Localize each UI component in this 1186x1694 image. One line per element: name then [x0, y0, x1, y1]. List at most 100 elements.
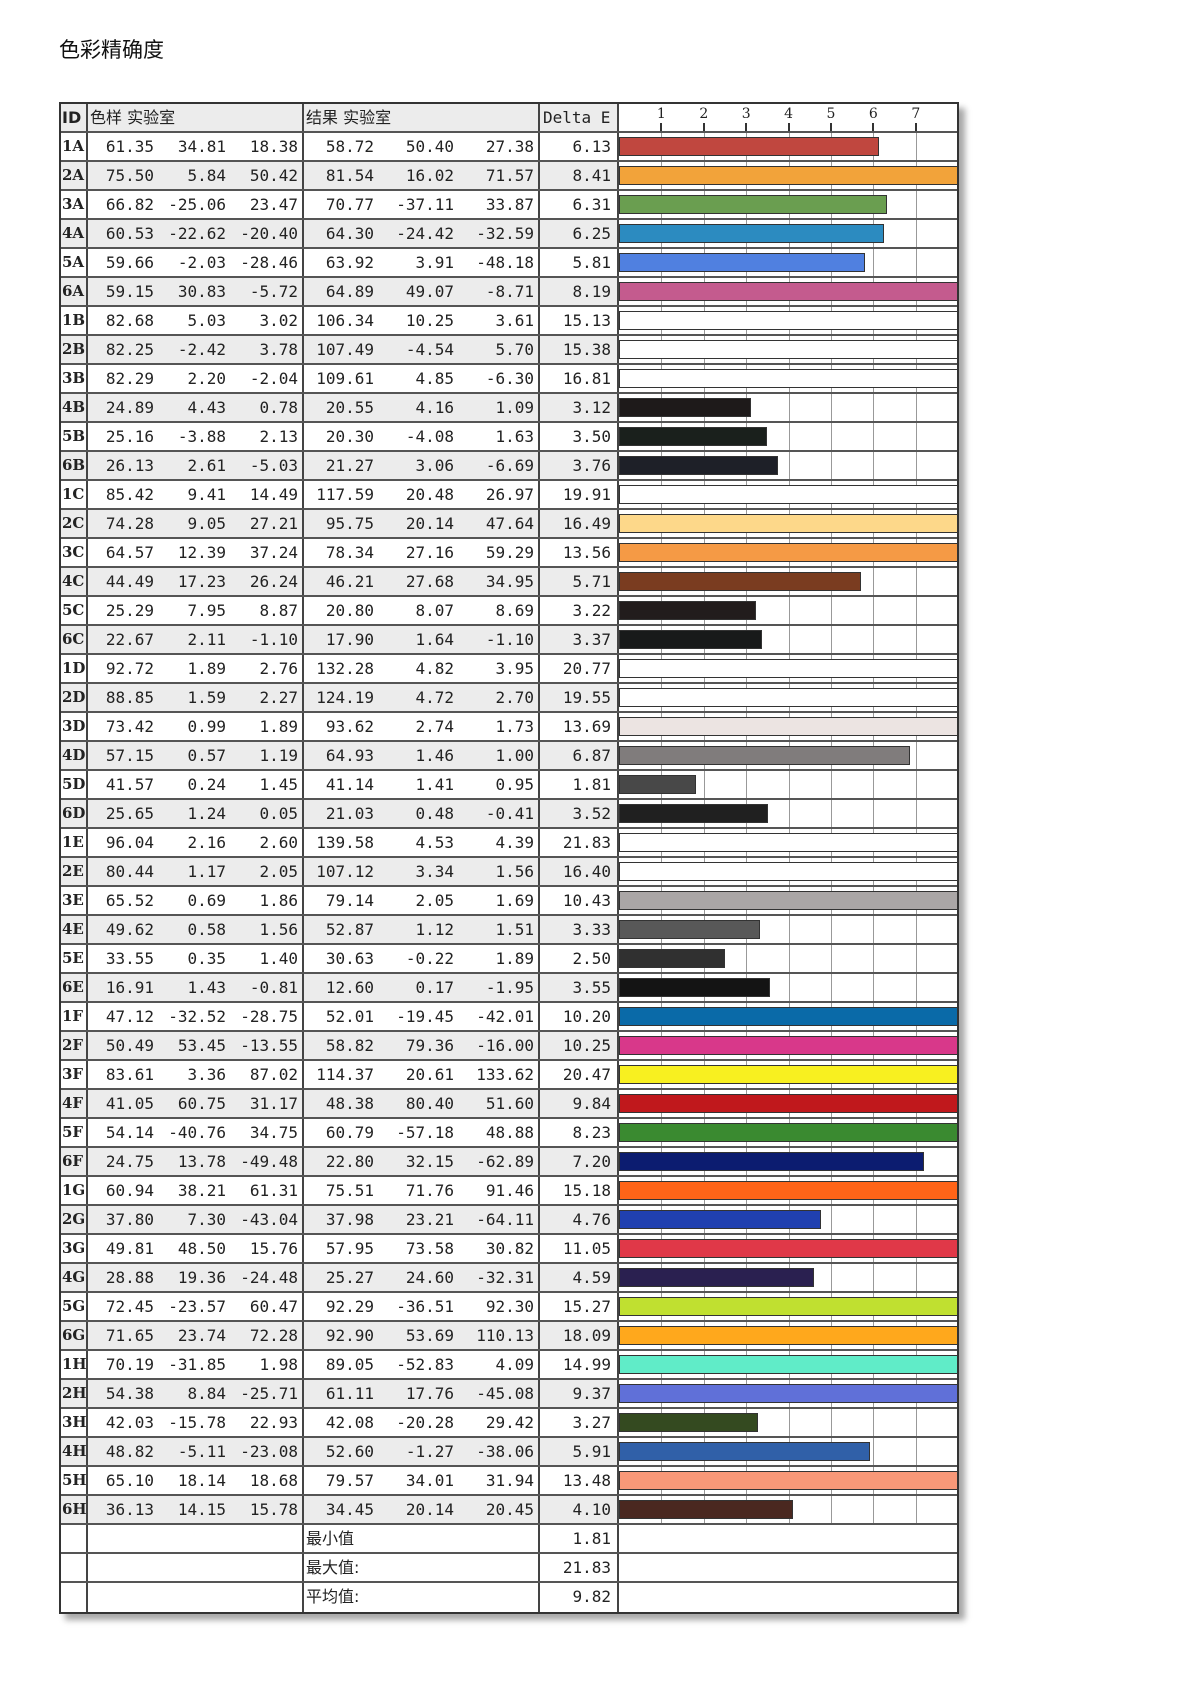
result-lab: 78.34 27.16 59.29: [304, 539, 540, 566]
value: 65.10: [105, 1471, 154, 1490]
value: 80.40: [405, 1094, 454, 1113]
value: 3.34: [415, 862, 454, 881]
value: 1.56: [259, 920, 298, 939]
value: 1.43: [187, 978, 226, 997]
value: 0.35: [187, 949, 226, 968]
bar-6A: [619, 282, 957, 301]
bar-cell: [619, 1409, 957, 1436]
value: -15.78: [168, 1413, 226, 1432]
value: 0.48: [415, 804, 454, 823]
value: -42.01: [476, 1007, 534, 1026]
bar-cell: [619, 365, 957, 392]
table-row: 2B 82.25 -2.42 3.78 107.49 -4.54 5.70 15.38: [61, 336, 957, 365]
value: -28.75: [240, 1007, 298, 1026]
summary-value: 9.82: [540, 1583, 619, 1612]
value: 8.87: [259, 601, 298, 620]
value: 64.93: [325, 746, 374, 765]
value: -16.00: [476, 1036, 534, 1055]
value: 30.82: [485, 1239, 534, 1258]
sample-lab: 57.15 0.57 1.19: [88, 742, 304, 769]
delta-e: 7.20: [540, 1148, 619, 1175]
value: 49.81: [105, 1239, 154, 1258]
delta-e: 6.13: [540, 133, 619, 160]
value: 60.75: [177, 1094, 226, 1113]
value: 72.28: [249, 1326, 298, 1345]
gridline: [915, 916, 917, 943]
row-id: 6F: [61, 1148, 88, 1175]
value: -32.59: [476, 224, 534, 243]
row-id: 4E: [61, 916, 88, 943]
sample-lab: 54.14 -40.76 34.75: [88, 1119, 304, 1146]
row-id: 6E: [61, 974, 88, 1001]
gridline: [873, 945, 875, 972]
tick-label: 3: [741, 106, 751, 122]
tick-label: 1: [656, 106, 666, 122]
sample-lab: 33.55 0.35 1.40: [88, 945, 304, 972]
bar-5H: [619, 1471, 957, 1490]
value: 37.98: [325, 1210, 374, 1229]
table-row: 1G 60.94 38.21 61.31 75.51 71.76 91.46 15.18: [61, 1177, 957, 1206]
value: 46.21: [325, 572, 374, 591]
value: 71.57: [485, 166, 534, 185]
result-lab: 79.57 34.01 31.94: [304, 1467, 540, 1494]
tick-mark: [660, 123, 663, 131]
bar-cell: [619, 1235, 957, 1262]
sample-lab: 49.62 0.58 1.56: [88, 916, 304, 943]
value: -24.48: [240, 1268, 298, 1287]
table-row: 5E 33.55 0.35 1.40 30.63 -0.22 1.89 2.50: [61, 945, 957, 974]
result-lab: 107.12 3.34 1.56: [304, 858, 540, 885]
sample-lab: 49.81 48.50 15.76: [88, 1235, 304, 1262]
value: 57.15: [105, 746, 154, 765]
value: 50.49: [105, 1036, 154, 1055]
value: 18.14: [177, 1471, 226, 1490]
value: 0.95: [495, 775, 534, 794]
bar-cell: [619, 162, 957, 189]
row-id: 5E: [61, 945, 88, 972]
sample-lab: 61.35 34.81 18.38: [88, 133, 304, 160]
gridline: [873, 423, 875, 450]
value: 2.13: [259, 427, 298, 446]
result-lab: 93.62 2.74 1.73: [304, 713, 540, 740]
value: -20.28: [396, 1413, 454, 1432]
table-row: 3D 73.42 0.99 1.89 93.62 2.74 1.73 13.69: [61, 713, 957, 742]
sample-lab: 96.04 2.16 2.60: [88, 829, 304, 856]
empty-cell: [61, 1583, 88, 1612]
delta-e: 4.59: [540, 1264, 619, 1291]
bar-2G: [619, 1210, 821, 1229]
value: -62.89: [476, 1152, 534, 1171]
value: 8.07: [415, 601, 454, 620]
result-lab: 20.30 -4.08 1.63: [304, 423, 540, 450]
table-row: 5C 25.29 7.95 8.87 20.80 8.07 8.69 3.22: [61, 597, 957, 626]
delta-e: 9.84: [540, 1090, 619, 1117]
value: -25.71: [240, 1384, 298, 1403]
gridline: [873, 394, 875, 421]
bar-1E: [619, 833, 957, 852]
row-id: 4H: [61, 1438, 88, 1465]
bar-cell: [619, 220, 957, 247]
value: 48.38: [325, 1094, 374, 1113]
table-row: 6G 71.65 23.74 72.28 92.90 53.69 110.13 18.09: [61, 1322, 957, 1351]
value: 4.09: [495, 1355, 534, 1374]
value: 88.85: [105, 688, 154, 707]
empty-cell: [619, 1554, 957, 1581]
value: 34.45: [325, 1500, 374, 1519]
table-row: 1A 61.35 34.81 18.38 58.72 50.40 27.38 6.13: [61, 133, 957, 162]
table-row: 3C 64.57 12.39 37.24 78.34 27.16 59.29 13.56: [61, 539, 957, 568]
value: 54.14: [105, 1123, 154, 1142]
value: 44.49: [105, 572, 154, 591]
summary-value: 1.81: [540, 1525, 619, 1552]
value: 52.60: [325, 1442, 374, 1461]
value: 92.90: [325, 1326, 374, 1345]
tick-mark: [787, 123, 790, 131]
result-lab: 12.60 0.17 -1.95: [304, 974, 540, 1001]
gridline: [915, 1206, 917, 1233]
table-row: 1B 82.68 5.03 3.02 106.34 10.25 3.61 15.13: [61, 307, 957, 336]
header-row: ID 色样 实验室 结果 实验室 Delta E 1 2 3 4 5 6 7: [61, 104, 957, 133]
value: 25.29: [105, 601, 154, 620]
value: 32.15: [405, 1152, 454, 1171]
gridline: [915, 423, 917, 450]
value: -57.18: [396, 1123, 454, 1142]
value: 4.72: [415, 688, 454, 707]
value: 1.24: [187, 804, 226, 823]
value: -5.03: [249, 456, 298, 475]
